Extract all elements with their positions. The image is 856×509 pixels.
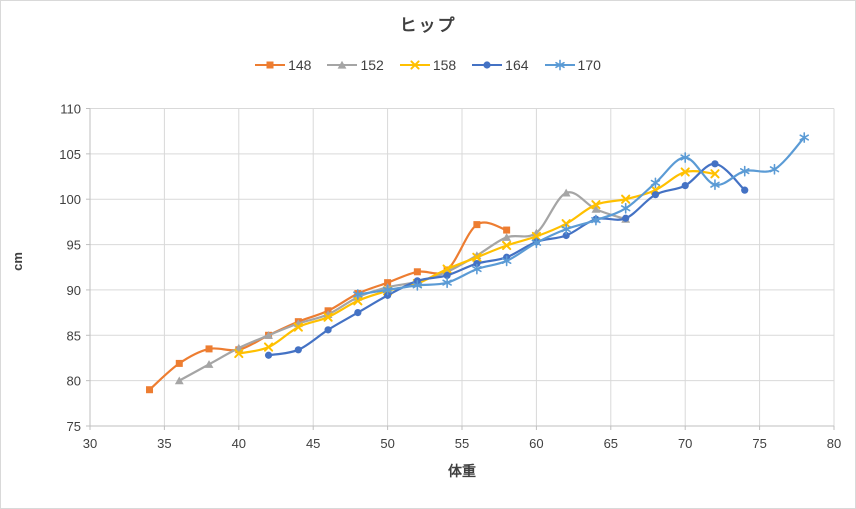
legend-label: 152 <box>360 57 384 73</box>
y-tick-label: 110 <box>60 102 81 117</box>
legend-item-170[interactable]: 170 <box>544 57 601 73</box>
series-170[interactable] <box>353 132 810 300</box>
x-tick-label: 40 <box>232 436 246 451</box>
x-tick-label: 35 <box>157 436 171 451</box>
x-tick-label: 60 <box>529 436 543 451</box>
y-tick-label: 85 <box>67 328 81 343</box>
legend-label: 164 <box>505 57 529 73</box>
chart-title[interactable]: ヒップ <box>399 16 457 35</box>
x-axis-title[interactable]: 体重 <box>448 463 476 479</box>
legend: 148 152 158 164 170 <box>1 57 855 73</box>
y-tick-label: 95 <box>67 238 81 253</box>
x-tick-label: 70 <box>678 436 692 451</box>
x-tick-label: 75 <box>752 436 766 451</box>
y-axis-tick-labels: 75 80 85 90 95 100 105 110 <box>59 102 81 435</box>
x-tick-label: 50 <box>380 436 394 451</box>
legend-label: 148 <box>288 57 312 73</box>
gridlines <box>89 108 835 427</box>
legend-item-164[interactable]: 164 <box>472 57 529 73</box>
y-tick-label: 100 <box>59 192 81 207</box>
x-tick-label: 80 <box>827 436 841 451</box>
legend-label: 170 <box>577 57 601 73</box>
x-tick-label: 65 <box>604 436 618 451</box>
y-tick-label: 75 <box>67 419 81 434</box>
x-axis-tick-labels: 30 35 40 45 50 55 60 65 70 75 80 <box>83 436 841 451</box>
circle-marker-icon <box>472 61 503 69</box>
legend-label: 158 <box>432 57 457 73</box>
square-marker-icon <box>255 61 286 69</box>
legend-item-152[interactable]: 152 <box>327 57 384 73</box>
legend-item-158[interactable]: 158 <box>399 57 457 73</box>
axes <box>86 108 835 430</box>
series-148[interactable] <box>146 221 511 394</box>
x-marker-icon <box>399 60 430 70</box>
y-axis-title[interactable]: cm <box>9 252 25 271</box>
x-tick-label: 30 <box>83 436 97 451</box>
x-tick-label: 55 <box>455 436 469 451</box>
legend-item-148[interactable]: 148 <box>255 57 311 73</box>
y-tick-label: 105 <box>59 147 81 162</box>
triangle-marker-icon <box>327 60 358 69</box>
asterisk-marker-icon <box>544 59 575 71</box>
x-tick-label: 45 <box>306 436 320 451</box>
y-tick-label: 90 <box>67 283 81 298</box>
y-tick-label: 80 <box>67 374 81 389</box>
